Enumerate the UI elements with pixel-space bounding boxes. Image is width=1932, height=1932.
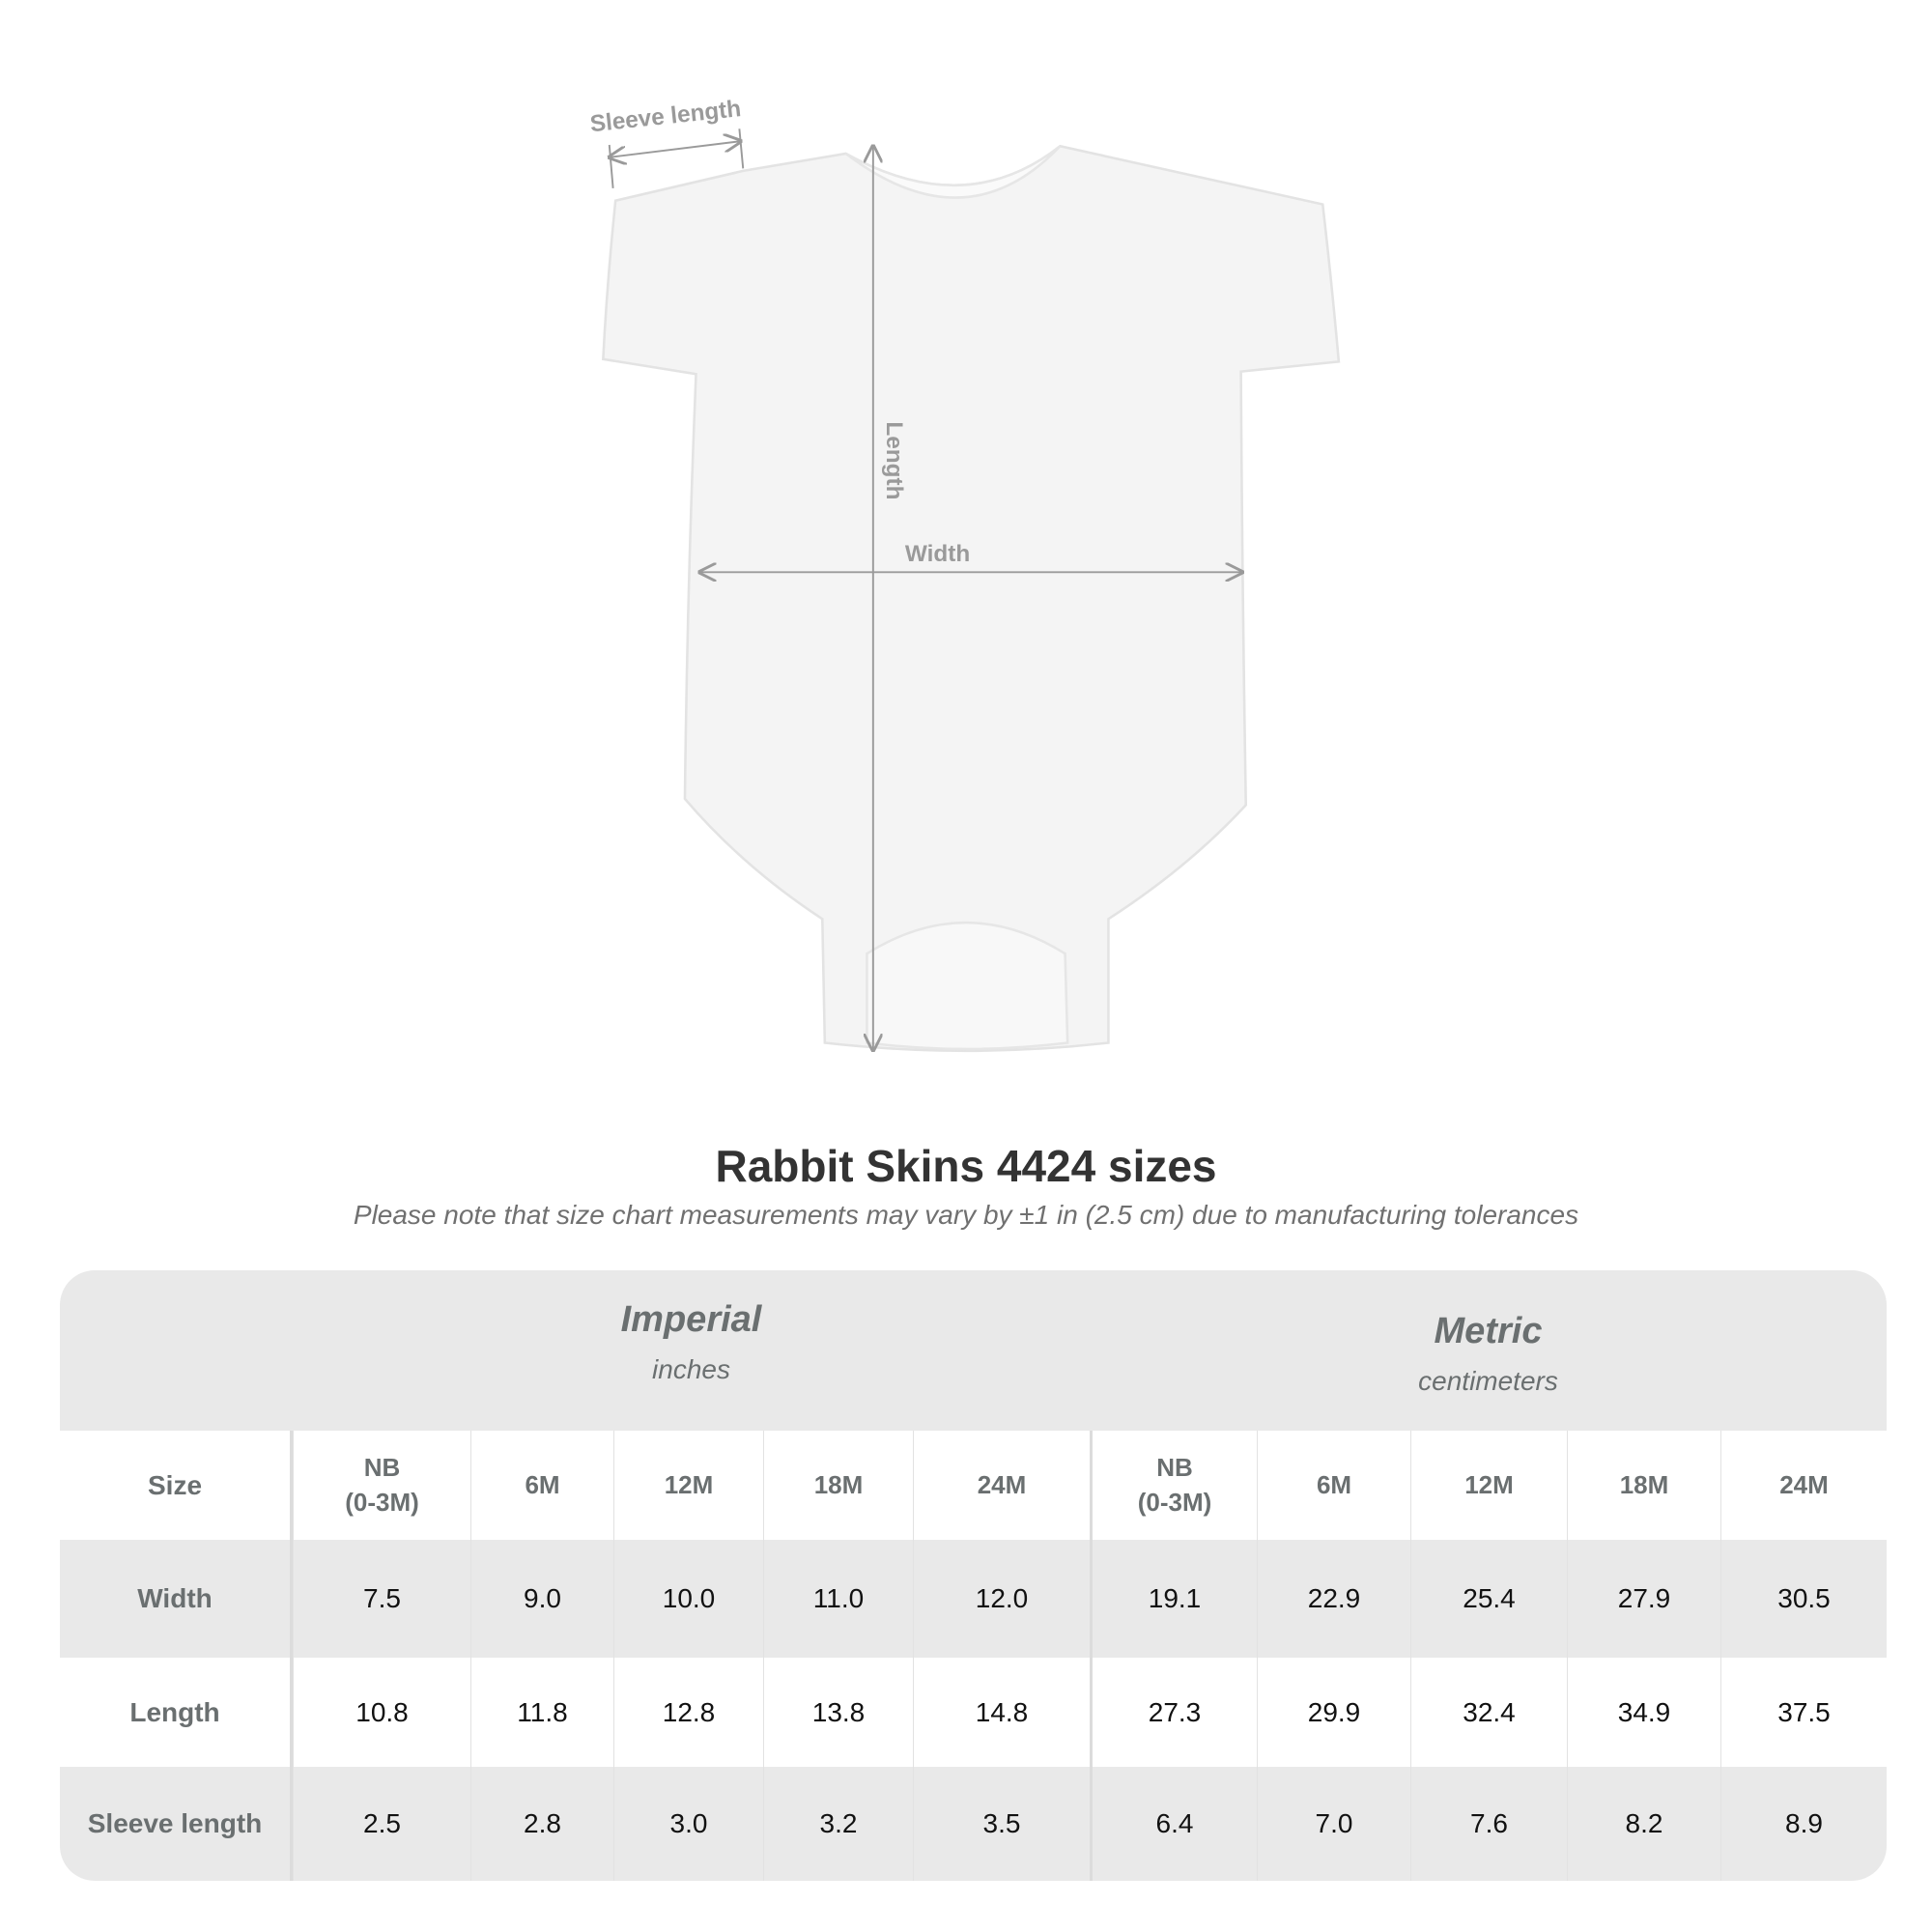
metric-unit: centimeters xyxy=(1418,1366,1558,1396)
metric-value: 19.1 xyxy=(1090,1540,1257,1658)
imperial-value: 3.2 xyxy=(763,1767,913,1881)
metric-title: Metric xyxy=(1434,1311,1543,1351)
metric-value: 22.9 xyxy=(1257,1540,1410,1658)
bodysuit-diagram: Sleeve length Length Width xyxy=(589,96,1341,1111)
bodysuit-shape xyxy=(602,144,1341,1053)
metric-value: 7.0 xyxy=(1257,1767,1410,1881)
size-column-header: 24M xyxy=(913,1431,1090,1540)
page-title: Rabbit Skins 4424 sizes xyxy=(715,1141,1217,1191)
imperial-value: 10.0 xyxy=(613,1540,763,1658)
width-label: Width xyxy=(905,541,970,567)
collar xyxy=(844,145,1062,199)
metric-value: 30.5 xyxy=(1720,1540,1887,1658)
imperial-value: 2.8 xyxy=(470,1767,613,1881)
table-row: Length 10.8 11.8 12.8 13.8 14.8 27.3 29.9 32.4 34… xyxy=(60,1658,1887,1767)
length-label: Length xyxy=(881,421,907,499)
tolerance-note: Please note that size chart measurements… xyxy=(353,1200,1579,1230)
metric-value: 29.9 xyxy=(1257,1658,1410,1767)
metric-value: 34.9 xyxy=(1567,1658,1720,1767)
size-label: Size xyxy=(60,1431,293,1540)
size-column-header: 18M xyxy=(763,1431,913,1540)
size-column-header: 24M xyxy=(1720,1431,1887,1540)
imperial-value: 9.0 xyxy=(470,1540,613,1658)
crotch-flap xyxy=(866,921,1069,1051)
imperial-value: 10.8 xyxy=(293,1658,470,1767)
imperial-value: 3.5 xyxy=(913,1767,1090,1881)
row-label: Width xyxy=(60,1540,293,1658)
imperial-value: 12.0 xyxy=(913,1540,1090,1658)
size-column-header: 12M xyxy=(613,1431,763,1540)
metric-header: Metric centimeters xyxy=(1090,1311,1887,1397)
imperial-value: 7.5 xyxy=(293,1540,470,1658)
imperial-value: 3.0 xyxy=(613,1767,763,1881)
metric-value: 7.6 xyxy=(1410,1767,1567,1881)
sleeve-tick xyxy=(608,144,614,188)
metric-value: 8.9 xyxy=(1720,1767,1887,1881)
imperial-title: Imperial xyxy=(620,1299,762,1340)
imperial-value: 14.8 xyxy=(913,1658,1090,1767)
size-column-header: 12M xyxy=(1410,1431,1567,1540)
size-column-header: 6M xyxy=(1257,1431,1410,1540)
imperial-value: 11.0 xyxy=(763,1540,913,1658)
sleeve-tick xyxy=(738,128,745,169)
size-header-row: Size NB (0-3M) 6M 12M 18M 24M NB (0-3M) 6M 12M 18… xyxy=(60,1431,1887,1540)
row-label: Length xyxy=(60,1658,293,1767)
table-row: Width 7.5 9.0 10.0 11.0 12.0 19.1 22.9 25.4 27.9 3… xyxy=(60,1540,1887,1658)
metric-value: 6.4 xyxy=(1090,1767,1257,1881)
metric-value: 25.4 xyxy=(1410,1540,1567,1658)
metric-value: 27.9 xyxy=(1567,1540,1720,1658)
metric-value: 27.3 xyxy=(1090,1658,1257,1767)
size-table: Imperial inches Metric centimeters Size N… xyxy=(60,1270,1887,1881)
size-column-header: 6M xyxy=(470,1431,613,1540)
imperial-value: 2.5 xyxy=(293,1767,470,1881)
table-row: Sleeve length 2.5 2.8 3.0 3.2 3.5 6.4 7.0 7.6 8.2… xyxy=(60,1767,1887,1881)
size-column-header: NB (0-3M) xyxy=(293,1431,470,1540)
imperial-header: Imperial inches xyxy=(293,1299,1090,1385)
table-header-band xyxy=(60,1270,1887,1431)
metric-value: 8.2 xyxy=(1567,1767,1720,1881)
sleeve-length-label: Sleeve length xyxy=(589,96,743,137)
metric-value: 32.4 xyxy=(1410,1658,1567,1767)
size-column-header: 18M xyxy=(1567,1431,1720,1540)
imperial-value: 12.8 xyxy=(613,1658,763,1767)
imperial-value: 13.8 xyxy=(763,1658,913,1767)
row-label: Sleeve length xyxy=(60,1767,293,1881)
imperial-value: 11.8 xyxy=(470,1658,613,1767)
imperial-unit: inches xyxy=(652,1354,730,1384)
sleeve-measure-line xyxy=(610,141,741,157)
size-column-header: NB (0-3M) xyxy=(1090,1431,1257,1540)
metric-value: 37.5 xyxy=(1720,1658,1887,1767)
